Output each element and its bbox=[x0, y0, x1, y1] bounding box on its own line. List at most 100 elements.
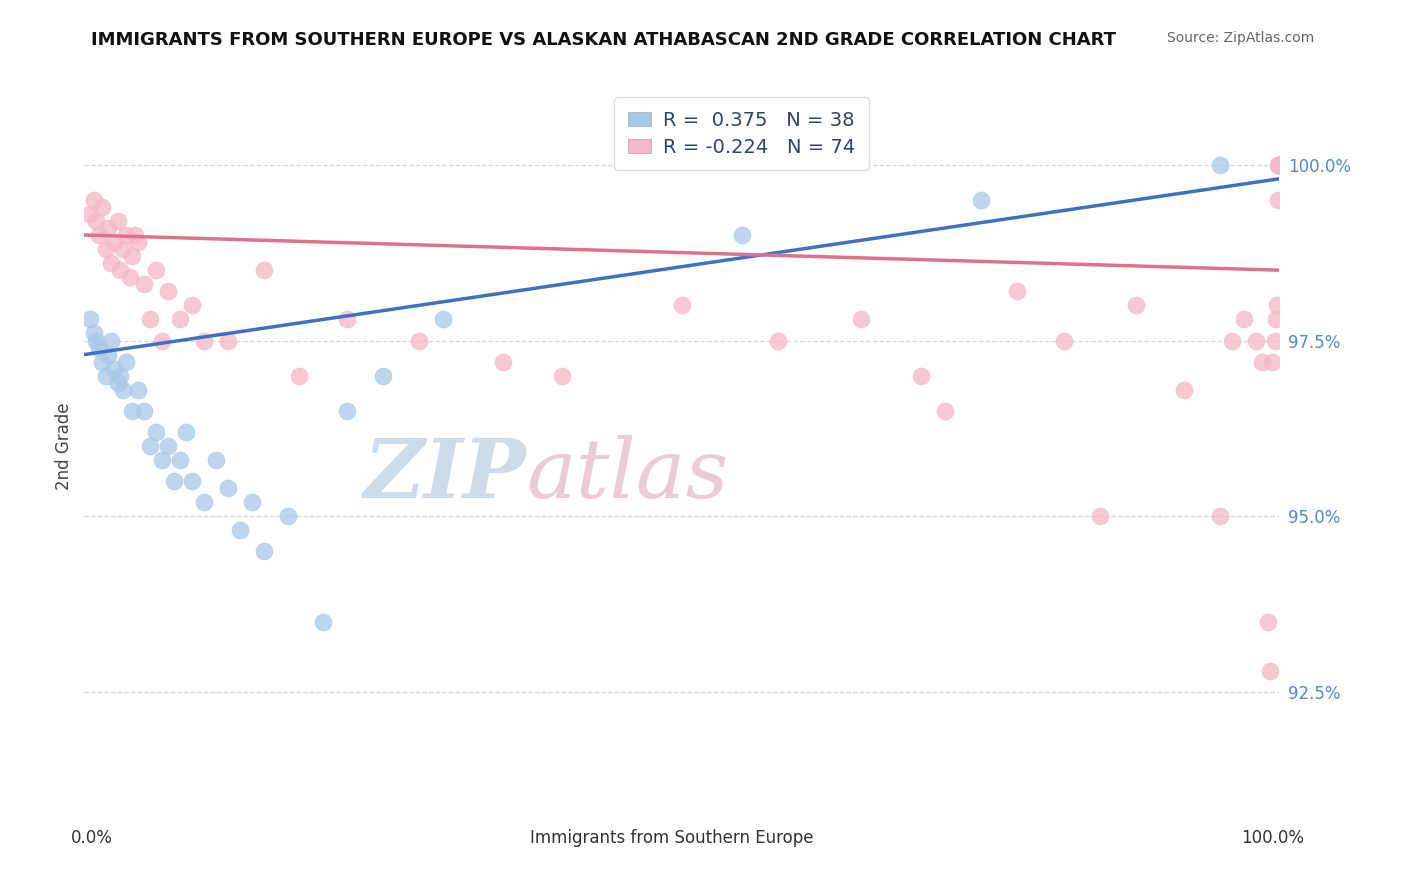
Point bbox=[139, 439, 162, 453]
Point bbox=[150, 453, 173, 467]
Text: 0.0%: 0.0% bbox=[70, 829, 112, 847]
Point bbox=[217, 481, 239, 495]
Point bbox=[103, 361, 125, 376]
Point bbox=[240, 495, 263, 509]
Point bbox=[1125, 298, 1147, 312]
Point bbox=[83, 326, 105, 341]
Point bbox=[100, 256, 122, 270]
Point bbox=[193, 334, 215, 348]
Point bbox=[671, 298, 693, 312]
Point bbox=[551, 368, 574, 383]
Point bbox=[766, 334, 789, 348]
Point bbox=[115, 354, 138, 368]
Y-axis label: 2nd Grade: 2nd Grade bbox=[55, 402, 73, 490]
Point bbox=[107, 376, 129, 390]
Point bbox=[118, 270, 141, 285]
Point bbox=[169, 312, 191, 326]
Point bbox=[193, 495, 215, 509]
Point bbox=[1244, 334, 1267, 348]
Point bbox=[111, 383, 134, 397]
Point bbox=[1268, 158, 1291, 172]
Text: ZIP: ZIP bbox=[364, 435, 527, 516]
Point bbox=[312, 615, 335, 629]
Point bbox=[79, 312, 101, 326]
Point bbox=[492, 354, 515, 368]
Point bbox=[87, 341, 110, 355]
Point bbox=[150, 334, 173, 348]
Point bbox=[229, 524, 252, 538]
Point bbox=[107, 214, 129, 228]
Point bbox=[121, 249, 143, 263]
Point bbox=[157, 439, 180, 453]
Point bbox=[1268, 158, 1291, 172]
Point bbox=[1250, 354, 1272, 368]
Point bbox=[1268, 158, 1291, 172]
Point bbox=[408, 334, 430, 348]
Point bbox=[127, 235, 149, 249]
Text: Immigrants from Southern Europe: Immigrants from Southern Europe bbox=[530, 829, 814, 847]
Point bbox=[1264, 312, 1286, 326]
Point bbox=[1258, 664, 1281, 678]
Point bbox=[432, 312, 454, 326]
Point bbox=[181, 298, 204, 312]
Point bbox=[86, 214, 108, 228]
Point bbox=[934, 404, 956, 418]
Point bbox=[336, 404, 359, 418]
Point bbox=[103, 235, 125, 249]
Point bbox=[1209, 158, 1232, 172]
Point bbox=[1267, 158, 1289, 172]
Point bbox=[1268, 158, 1291, 172]
Point bbox=[145, 263, 167, 277]
Point bbox=[970, 193, 993, 207]
Point bbox=[1005, 285, 1028, 299]
Point bbox=[163, 474, 186, 488]
Text: Source: ZipAtlas.com: Source: ZipAtlas.com bbox=[1167, 31, 1315, 45]
Point bbox=[277, 509, 299, 524]
Point bbox=[145, 425, 167, 439]
Point bbox=[97, 348, 120, 362]
Point bbox=[1264, 334, 1286, 348]
Point bbox=[157, 285, 180, 299]
Point bbox=[139, 312, 162, 326]
Point bbox=[1257, 615, 1279, 629]
Point bbox=[132, 277, 156, 292]
Point bbox=[1267, 193, 1289, 207]
Point bbox=[1268, 158, 1291, 172]
Point bbox=[110, 263, 132, 277]
Point bbox=[94, 242, 117, 256]
Point bbox=[1265, 298, 1288, 312]
Point bbox=[97, 221, 120, 235]
Point bbox=[205, 453, 228, 467]
Point bbox=[94, 368, 117, 383]
Point bbox=[1268, 158, 1291, 172]
Text: atlas: atlas bbox=[527, 435, 728, 516]
Point bbox=[1268, 158, 1291, 172]
Point bbox=[174, 425, 197, 439]
Point bbox=[336, 312, 359, 326]
Point bbox=[373, 368, 395, 383]
Point bbox=[169, 453, 191, 467]
Point bbox=[1209, 509, 1232, 524]
Point bbox=[288, 368, 311, 383]
Text: 100.0%: 100.0% bbox=[1241, 829, 1303, 847]
Point bbox=[1220, 334, 1243, 348]
Point bbox=[253, 263, 276, 277]
Point bbox=[1268, 158, 1291, 172]
Point bbox=[1268, 158, 1291, 172]
Point bbox=[253, 544, 276, 558]
Point bbox=[79, 207, 101, 221]
Point bbox=[1090, 509, 1112, 524]
Point bbox=[1268, 158, 1291, 172]
Point bbox=[731, 227, 754, 242]
Point bbox=[124, 227, 146, 242]
Point bbox=[851, 312, 873, 326]
Point bbox=[1233, 312, 1256, 326]
Point bbox=[1268, 158, 1291, 172]
Point bbox=[110, 368, 132, 383]
Point bbox=[83, 193, 105, 207]
Point bbox=[1268, 158, 1291, 172]
Point bbox=[1268, 158, 1291, 172]
Point bbox=[111, 242, 134, 256]
Point bbox=[1267, 158, 1289, 172]
Point bbox=[1268, 158, 1291, 172]
